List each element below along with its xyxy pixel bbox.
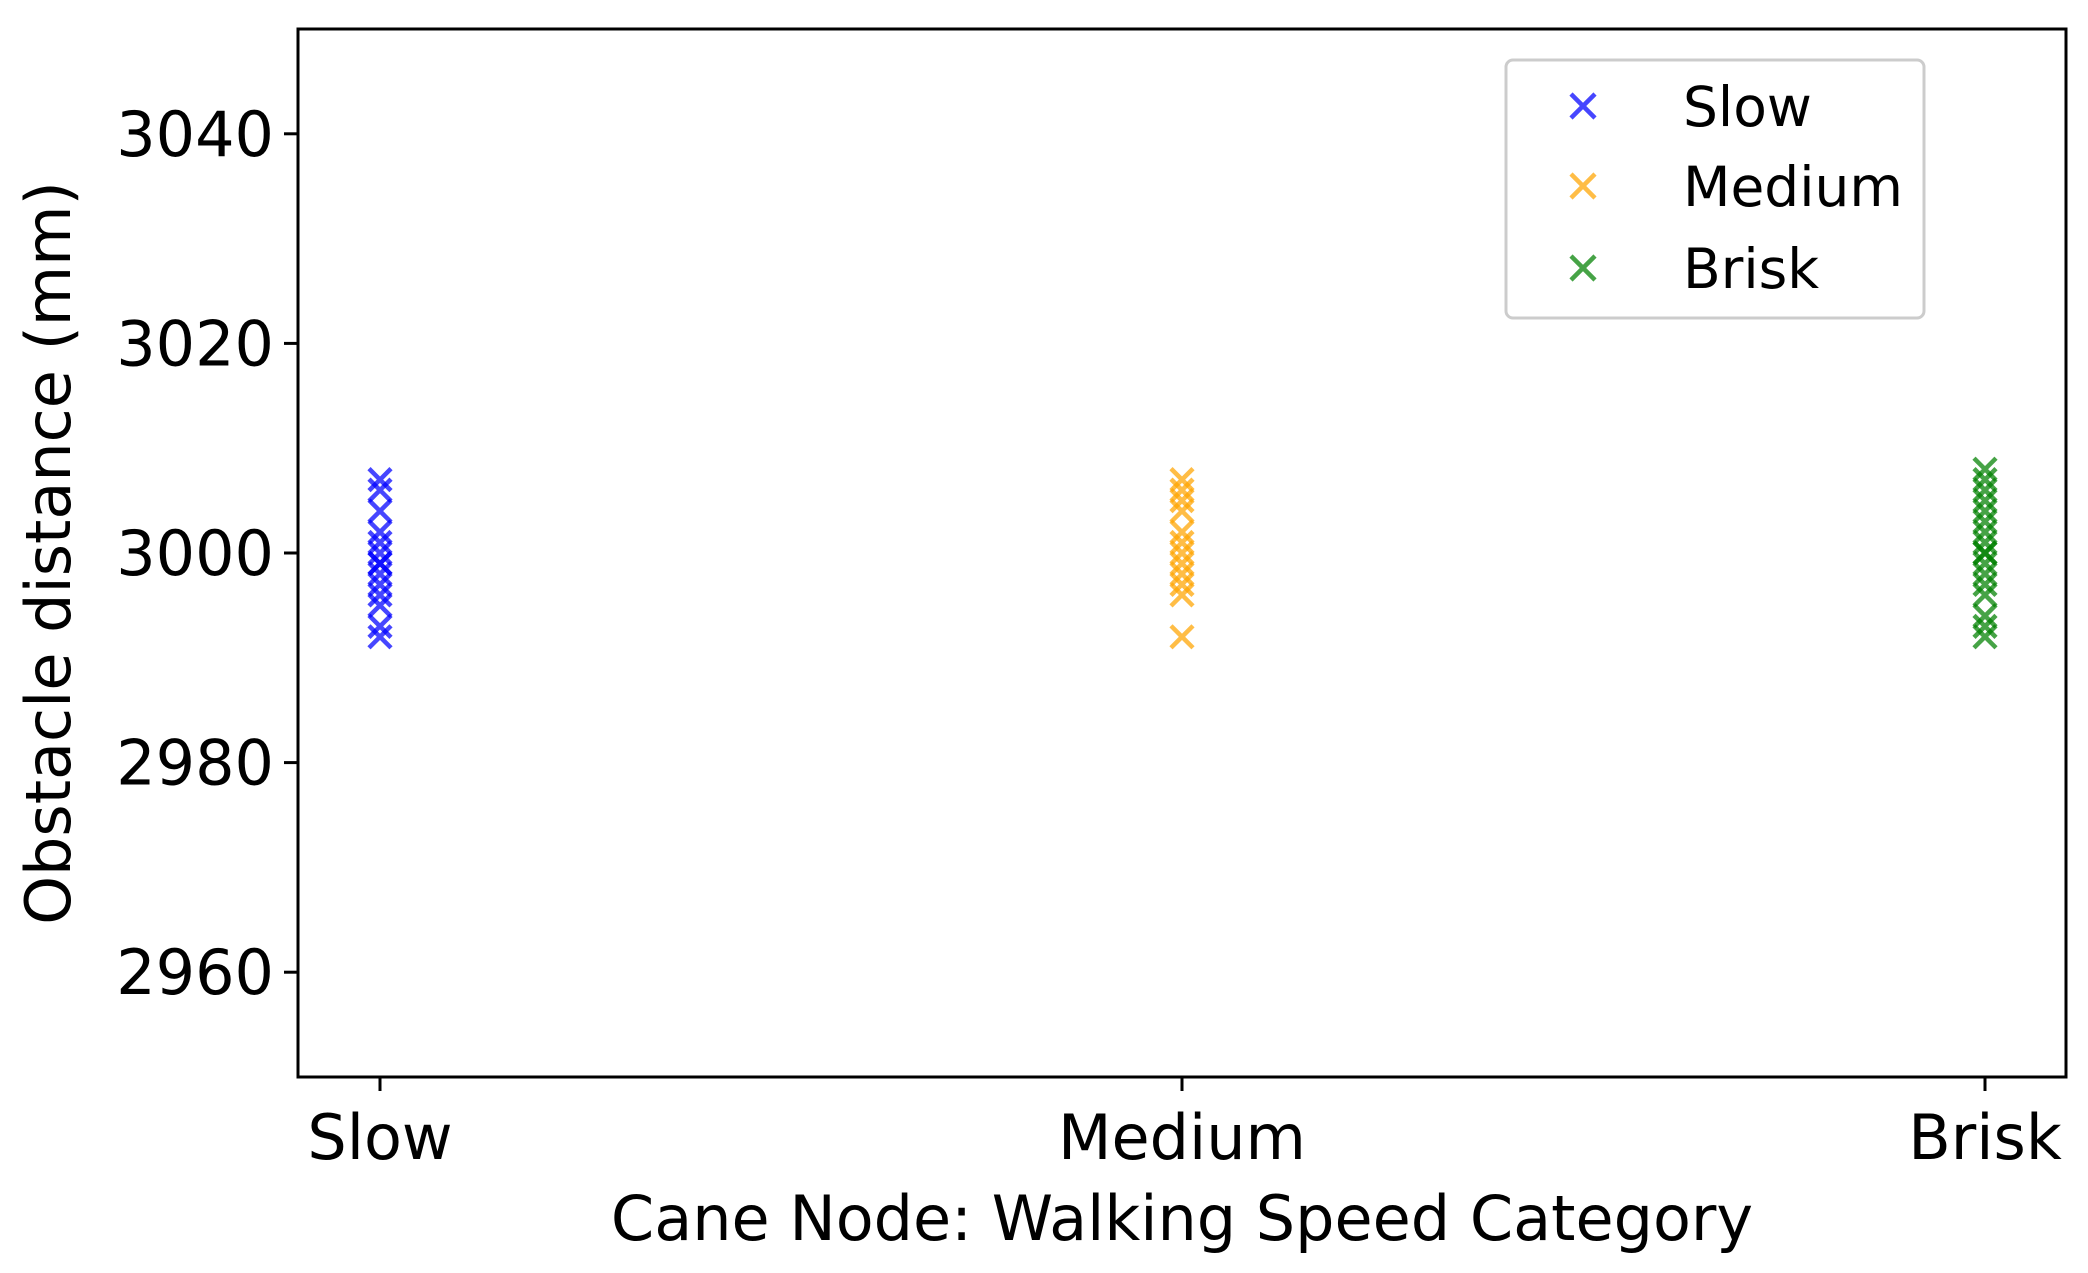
data-point-medium — [1169, 488, 1195, 514]
data-point-slow — [367, 467, 393, 493]
legend-label-slow: Slow — [1683, 75, 1812, 139]
x-tick-label: Slow — [307, 1101, 452, 1174]
data-point-brisk — [1972, 624, 1998, 650]
data-point-brisk — [1972, 582, 1998, 608]
x-tick-label: Brisk — [1908, 1101, 2062, 1174]
data-point-brisk — [1972, 508, 1998, 535]
data-point-medium — [1169, 571, 1195, 598]
legend-label-medium: Medium — [1683, 155, 1903, 219]
y-tick-label: 3000 — [116, 517, 274, 590]
legend-marker-brisk — [1569, 254, 1597, 282]
legend-label-brisk: Brisk — [1683, 237, 1819, 301]
data-point-slow — [367, 592, 393, 618]
y-tick-label: 3020 — [116, 307, 274, 380]
x-axis-ticks: Slow Medium Brisk — [307, 1077, 2062, 1174]
legend: Slow Medium Brisk — [1504, 58, 1926, 320]
y-axis-title: Obstacle distance (mm) — [12, 181, 85, 925]
data-point-slow — [367, 550, 393, 577]
data-point-brisk — [1972, 498, 1998, 524]
legend-marker-medium — [1569, 172, 1597, 200]
data-point-brisk — [1972, 571, 1998, 598]
data-point-brisk — [1972, 529, 1998, 556]
data-point-medium — [1169, 519, 1195, 545]
y-tick-label: 2980 — [116, 727, 274, 800]
x-axis-title: Cane Node: Walking Speed Category — [611, 1182, 1753, 1255]
data-point-slow — [367, 529, 393, 556]
data-point-brisk — [1972, 540, 1998, 566]
y-axis-ticks: 2960 2980 3000 3020 3040 — [116, 98, 298, 1009]
x-tick-label: Medium — [1058, 1101, 1306, 1174]
data-point-brisk — [1972, 561, 1998, 587]
data-point-brisk — [1972, 477, 1998, 503]
data-point-medium — [1169, 540, 1195, 566]
data-point-brisk — [1972, 519, 1998, 545]
data-point-slow — [367, 519, 393, 545]
legend-box — [1504, 58, 1926, 320]
data-point-medium — [1169, 582, 1195, 608]
y-tick-label: 2960 — [116, 936, 274, 1009]
data-point-slow — [367, 624, 393, 650]
data-point-slow — [367, 582, 393, 608]
data-point-medium — [1169, 550, 1195, 577]
data-point-medium — [1169, 624, 1195, 650]
data-point-medium — [1169, 498, 1195, 524]
data-point-brisk — [1972, 603, 1998, 629]
data-point-slow — [367, 540, 393, 566]
data-point-slow — [367, 613, 393, 639]
data-point-slow — [367, 477, 393, 503]
legend-items: Slow Medium Brisk — [1569, 75, 1903, 301]
y-tick-label: 3040 — [116, 98, 274, 171]
data-point-brisk — [1972, 467, 1998, 493]
data-point-brisk — [1972, 488, 1998, 514]
data-point-brisk — [1972, 456, 1998, 482]
data-point-medium — [1169, 467, 1195, 493]
data-point-medium — [1169, 561, 1195, 587]
data-point-slow — [367, 498, 393, 524]
data-point-brisk — [1972, 613, 1998, 639]
data-point-brisk — [1972, 550, 1998, 577]
legend-marker-slow — [1569, 92, 1597, 120]
data-point-slow — [367, 571, 393, 598]
data-point-medium — [1169, 529, 1195, 556]
data-point-slow — [367, 561, 393, 587]
data-points-layer — [367, 456, 1998, 650]
data-point-medium — [1169, 477, 1195, 503]
